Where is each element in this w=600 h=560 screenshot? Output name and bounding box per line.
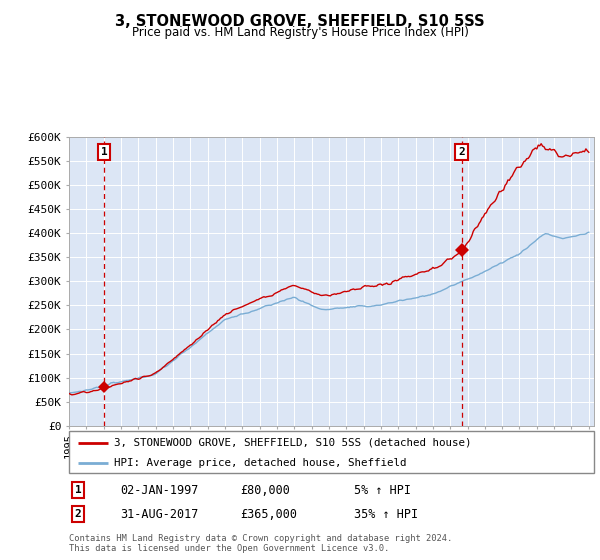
Text: £80,000: £80,000 — [240, 483, 290, 497]
Text: 1: 1 — [101, 147, 107, 157]
Text: 3, STONEWOOD GROVE, SHEFFIELD, S10 5SS: 3, STONEWOOD GROVE, SHEFFIELD, S10 5SS — [115, 14, 485, 29]
Text: Contains HM Land Registry data © Crown copyright and database right 2024.
This d: Contains HM Land Registry data © Crown c… — [69, 534, 452, 553]
Text: 1: 1 — [74, 485, 82, 495]
Text: 2: 2 — [458, 147, 465, 157]
Text: 3, STONEWOOD GROVE, SHEFFIELD, S10 5SS (detached house): 3, STONEWOOD GROVE, SHEFFIELD, S10 5SS (… — [113, 438, 471, 448]
Text: Price paid vs. HM Land Registry's House Price Index (HPI): Price paid vs. HM Land Registry's House … — [131, 26, 469, 39]
FancyBboxPatch shape — [69, 431, 594, 473]
Text: 31-AUG-2017: 31-AUG-2017 — [120, 507, 199, 521]
Text: £365,000: £365,000 — [240, 507, 297, 521]
Text: 02-JAN-1997: 02-JAN-1997 — [120, 483, 199, 497]
Text: 2: 2 — [74, 509, 82, 519]
Text: 5% ↑ HPI: 5% ↑ HPI — [354, 483, 411, 497]
Text: HPI: Average price, detached house, Sheffield: HPI: Average price, detached house, Shef… — [113, 458, 406, 468]
Text: 35% ↑ HPI: 35% ↑ HPI — [354, 507, 418, 521]
